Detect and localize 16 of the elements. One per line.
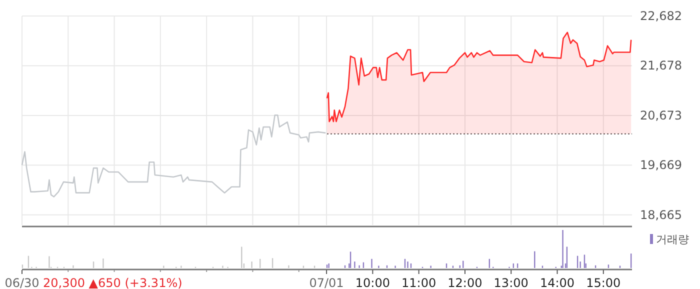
x-tick-label: 15:00 — [586, 276, 621, 289]
text: 20,300 ▲650 (+3.31%) — [43, 276, 182, 289]
x-tick-label: 14:00 — [540, 276, 575, 289]
y-tick-label: 20,673 — [640, 108, 682, 122]
x-tick-label: 13:00 — [494, 276, 528, 289]
y-tick-label: 18,665 — [640, 208, 682, 222]
y-tick-label: 19,669 — [640, 158, 682, 172]
legend-label: 거래량 — [656, 233, 689, 246]
line-series — [21, 114, 326, 198]
y-tick-label: 22,682 — [640, 9, 682, 23]
y-tick-label: 21,678 — [640, 58, 682, 73]
x-tick-label: 07/01 — [309, 276, 344, 289]
x-tick-label: 10:00 — [355, 276, 390, 289]
x-tick-label: 11:00 — [402, 276, 436, 289]
x-tick-label: 06/30 — [4, 276, 40, 289]
x-tick-label: 12:00 — [448, 276, 482, 289]
